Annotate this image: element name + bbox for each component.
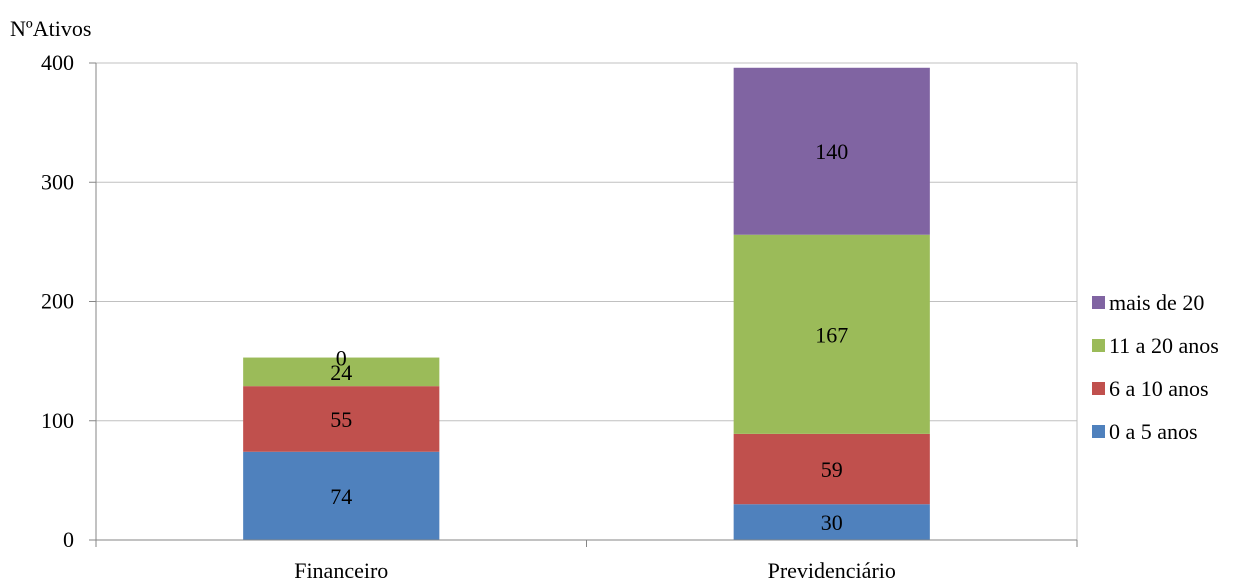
bar-segment (733, 234, 930, 434)
y-tick-label: 300 (41, 169, 74, 194)
y-tick-label: 100 (41, 408, 74, 433)
legend-label: 11 a 20 anos (1109, 333, 1219, 358)
data-label: 55 (330, 407, 352, 432)
legend: mais de 20 11 a 20 anos 6 a 10 anos 0 a 5 a… (1092, 290, 1219, 444)
bar-segment (243, 451, 440, 540)
legend-swatch (1092, 339, 1105, 352)
bar-segment (243, 386, 440, 452)
data-label: 59 (821, 457, 843, 482)
legend-label: mais de 20 (1109, 290, 1204, 315)
x-category-label: Financeiro (294, 558, 388, 583)
bar-segment (243, 357, 440, 387)
bar-segment (733, 504, 930, 540)
legend-label: 0 a 5 anos (1109, 419, 1198, 444)
y-tick-label: 400 (41, 50, 74, 75)
bar-segment (733, 433, 930, 505)
legend-swatch (1092, 296, 1105, 309)
data-label: 0 (336, 346, 347, 371)
data-label: 140 (815, 139, 848, 164)
bar-segment (733, 67, 930, 235)
data-labels: 74 55 240 30 59 167 140 (330, 139, 848, 535)
y-tick-label: 0 (63, 527, 74, 552)
y-tick-label: 200 (41, 289, 74, 314)
data-label: 30 (821, 510, 843, 535)
legend-swatch (1092, 425, 1105, 438)
data-label: 24 (330, 360, 352, 385)
bars (243, 67, 930, 540)
data-label: 167 (815, 322, 848, 347)
y-axis-title: NºAtivos (10, 16, 91, 41)
legend-swatch (1092, 382, 1105, 395)
data-label: 74 (330, 484, 352, 509)
x-category-label: Previdenciário (768, 558, 896, 583)
legend-label: 6 a 10 anos (1109, 376, 1209, 401)
